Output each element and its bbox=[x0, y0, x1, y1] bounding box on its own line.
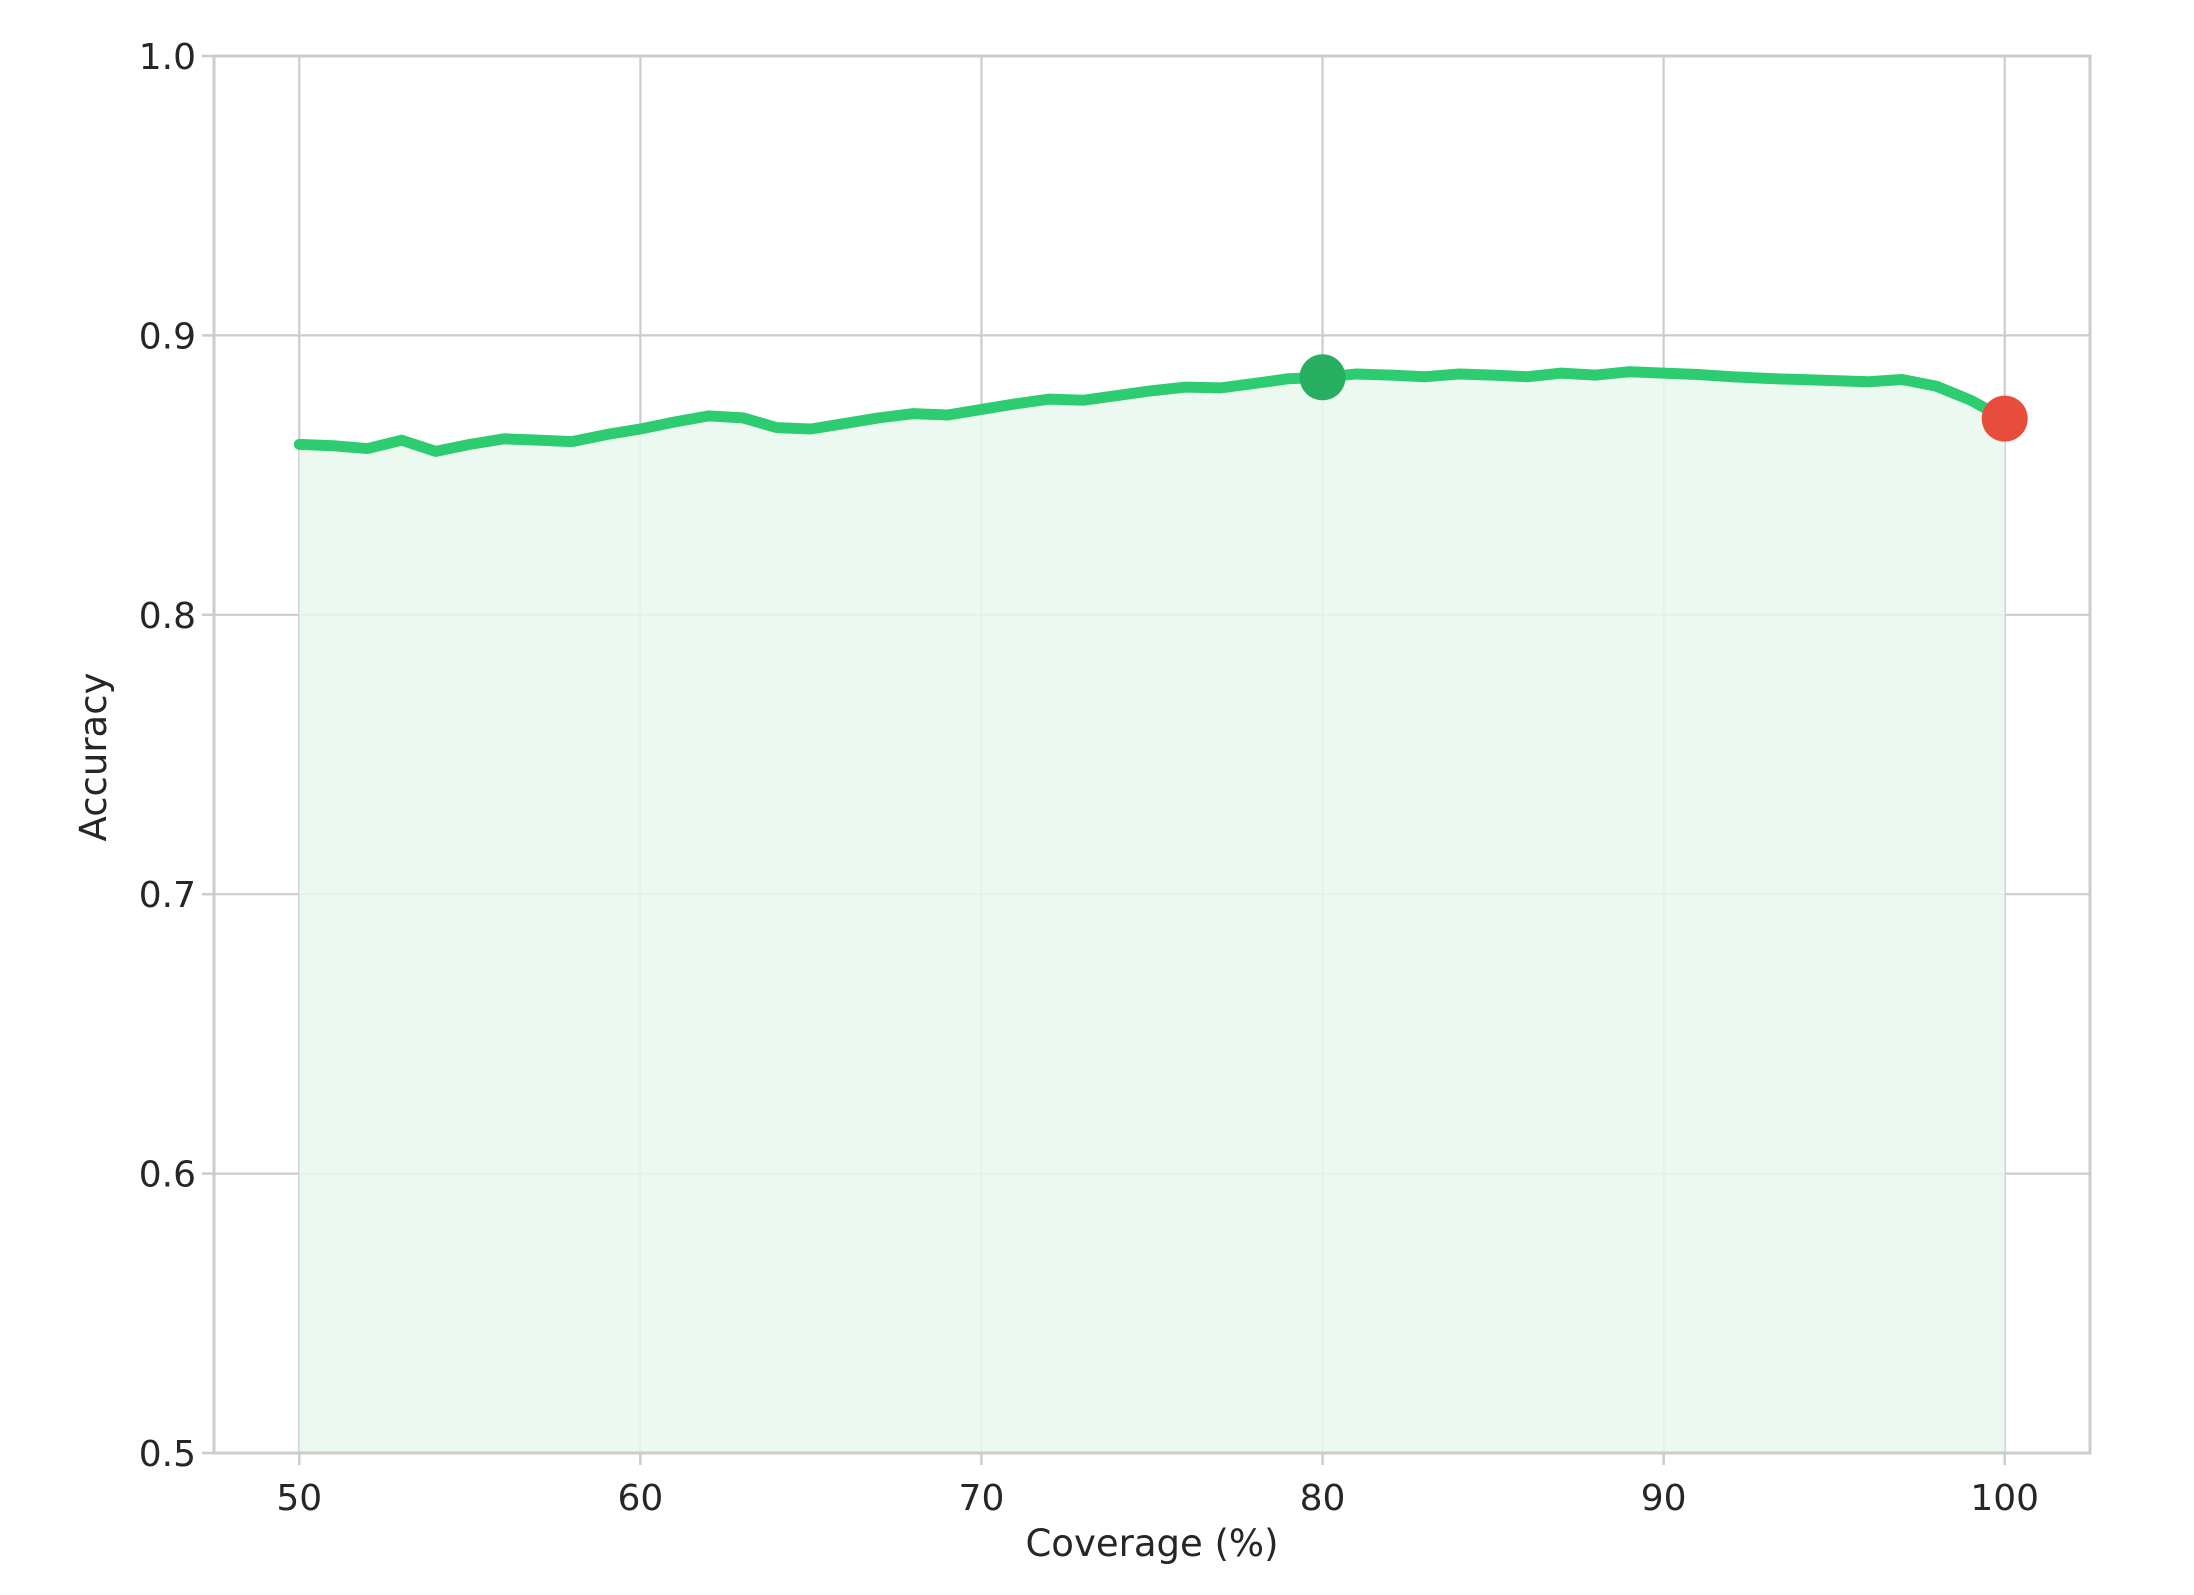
area-fill bbox=[299, 371, 2005, 1454]
y-axis-label: Accuracy bbox=[72, 673, 115, 842]
x-tick-label: 70 bbox=[959, 1478, 1005, 1519]
plot-frame bbox=[212, 54, 2092, 1455]
y-tick-label: 0.6 bbox=[139, 1155, 196, 1196]
marker-point-100 bbox=[1981, 395, 2028, 442]
series-line bbox=[293, 366, 2011, 457]
area-fill-layer bbox=[299, 371, 2005, 1454]
marker-layer bbox=[1299, 354, 2028, 442]
x-axis-label: Coverage (%) bbox=[1025, 1522, 1278, 1565]
series-line-layer bbox=[293, 366, 2011, 457]
x-tick-label: 50 bbox=[276, 1478, 322, 1519]
y-tick-label: 1.0 bbox=[139, 37, 196, 78]
y-tick-label: 0.9 bbox=[139, 316, 196, 357]
x-tick-label: 90 bbox=[1641, 1478, 1687, 1519]
x-tick-label: 80 bbox=[1300, 1478, 1346, 1519]
y-tick-label: 0.7 bbox=[139, 875, 196, 916]
y-tick-label: 0.8 bbox=[139, 596, 196, 637]
y-tick-labels: 0.5 0.6 0.7 0.8 0.9 1.0 bbox=[139, 37, 214, 1475]
x-tick-label: 100 bbox=[1970, 1478, 2039, 1519]
marker-point-80 bbox=[1299, 354, 1346, 401]
axes-frame bbox=[212, 54, 2092, 1455]
y-tick-label: 0.5 bbox=[139, 1434, 196, 1475]
x-tick-labels: 50 60 70 80 90 100 bbox=[276, 1453, 2039, 1519]
x-tick-label: 60 bbox=[617, 1478, 663, 1519]
